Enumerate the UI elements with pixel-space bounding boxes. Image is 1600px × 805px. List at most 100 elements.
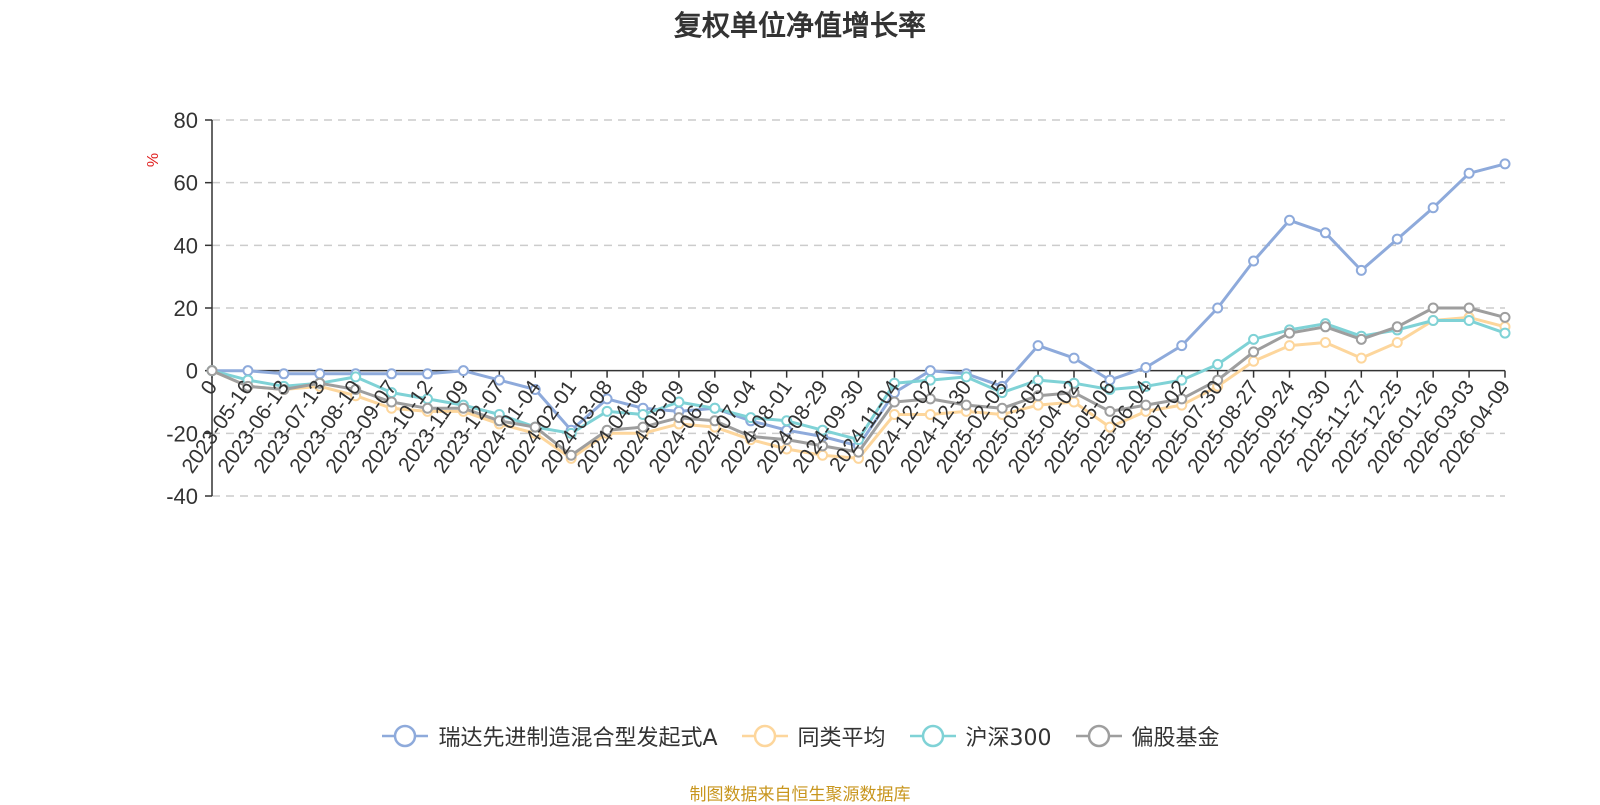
- series-point-3: [1499, 311, 1511, 323]
- series-point-2: [781, 415, 793, 427]
- chart-title: 复权单位净值增长率: [673, 9, 926, 42]
- series-point-2: [1140, 380, 1152, 392]
- series-point-1: [1248, 355, 1260, 367]
- series-point-0: [457, 365, 469, 377]
- series-point-3: [1284, 327, 1295, 339]
- series-point-2: [601, 405, 613, 417]
- series-point-3: [745, 430, 757, 442]
- y-axis-unit-label: %: [145, 153, 162, 167]
- y-tick-label: 40: [174, 233, 198, 258]
- series-point-0: [1248, 255, 1260, 267]
- series-point-0: [242, 365, 254, 377]
- series-point-3: [529, 421, 541, 433]
- series-point-2: [1463, 315, 1475, 327]
- series-point-3: [386, 396, 398, 408]
- series-point-3: [1068, 387, 1080, 399]
- series-point-0: [386, 368, 398, 380]
- series-point-2: [637, 409, 649, 421]
- series-point-3: [350, 383, 362, 395]
- series-point-2: [1032, 374, 1044, 386]
- series-point-3: [817, 440, 829, 452]
- legend-label: 同类平均: [797, 726, 886, 751]
- series-point-3: [1248, 346, 1260, 358]
- series-point-0: [1427, 202, 1439, 214]
- legend: 瑞达先进制造混合型发起式A 同类平均 沪深300 偏股基金: [0, 720, 1600, 752]
- series-point-1: [1355, 352, 1367, 364]
- series-point-3: [314, 377, 326, 389]
- legend-marker-icon: [741, 724, 788, 748]
- series-point-0: [493, 374, 505, 386]
- series-point-3: [960, 399, 972, 411]
- series-point-0: [1391, 233, 1403, 245]
- series-point-0: [1319, 227, 1331, 239]
- series-point-2: [1104, 383, 1116, 395]
- y-tick-label: -40: [166, 484, 198, 509]
- legend-marker-icon: [382, 724, 429, 748]
- series-point-0: [1463, 167, 1475, 179]
- series-point-2: [745, 412, 757, 424]
- series-point-1: [1104, 421, 1116, 433]
- series-point-3: [1212, 374, 1224, 386]
- series-point-2: [673, 396, 685, 408]
- series-point-0: [1212, 302, 1224, 314]
- series-point-0: [1068, 352, 1080, 364]
- series-point-3: [1032, 390, 1044, 402]
- y-tick-label: 20: [174, 296, 198, 321]
- series-point-3: [457, 402, 469, 414]
- series-point-2: [1427, 315, 1439, 327]
- series-point-0: [1499, 158, 1511, 170]
- y-tick-label: 80: [174, 108, 198, 133]
- series-point-2: [350, 371, 362, 383]
- series-point-3: [601, 424, 613, 436]
- series-point-3: [565, 449, 577, 461]
- y-tick-label: 60: [174, 171, 198, 196]
- series-point-3: [853, 446, 864, 458]
- legend-item-0[interactable]: 瑞达先进制造混合型发起式A: [380, 720, 718, 752]
- y-tick-label: 0: [186, 359, 198, 384]
- series-point-0: [1176, 340, 1188, 352]
- source-note: 制图数据来自恒生聚源数据库: [689, 785, 911, 805]
- series-point-1: [1284, 340, 1295, 352]
- legend-label: 偏股基金: [1131, 726, 1220, 751]
- series-point-0: [1284, 214, 1295, 226]
- series-point-2: [960, 371, 972, 383]
- series-point-3: [637, 421, 649, 433]
- series-point-1: [924, 409, 936, 421]
- legend-item-3[interactable]: 偏股基金: [1074, 720, 1220, 752]
- series-point-0: [1140, 362, 1152, 374]
- series-point-0: [1032, 340, 1044, 352]
- y-tick-label: -20: [166, 421, 198, 446]
- series-point-3: [1140, 399, 1152, 411]
- series-point-3: [673, 412, 685, 424]
- legend-item-1[interactable]: 同类平均: [740, 720, 886, 752]
- series-point-3: [493, 415, 505, 427]
- series-point-3: [1176, 393, 1188, 405]
- gridlines: [212, 119, 1505, 497]
- series-point-2: [709, 402, 721, 414]
- series-point-2: [817, 424, 829, 436]
- series-point-1: [1391, 336, 1403, 348]
- series-point-0: [924, 365, 936, 377]
- series-point-0: [278, 368, 290, 380]
- legend-item-2[interactable]: 沪深300: [908, 720, 1052, 752]
- series-point-3: [1104, 405, 1116, 417]
- series-point-1: [888, 409, 900, 421]
- series-point-2: [1248, 333, 1260, 345]
- legend-label: 沪深300: [965, 726, 1052, 751]
- series-point-3: [996, 402, 1008, 414]
- legend-label: 瑞达先进制造混合型发起式A: [438, 726, 718, 751]
- series-point-3: [1391, 321, 1403, 333]
- series-point-3: [422, 402, 433, 414]
- x-tick-label: 0: [197, 376, 223, 399]
- series-point-3: [1463, 302, 1475, 314]
- series-point-2: [1212, 358, 1224, 370]
- series-point-3: [206, 365, 218, 377]
- series-point-3: [242, 380, 254, 392]
- series-point-3: [709, 415, 721, 427]
- series-point-2: [853, 434, 864, 446]
- series-point-0: [529, 383, 541, 395]
- series-point-0: [314, 368, 326, 380]
- series-point-3: [1319, 321, 1331, 333]
- series-point-0: [601, 393, 613, 405]
